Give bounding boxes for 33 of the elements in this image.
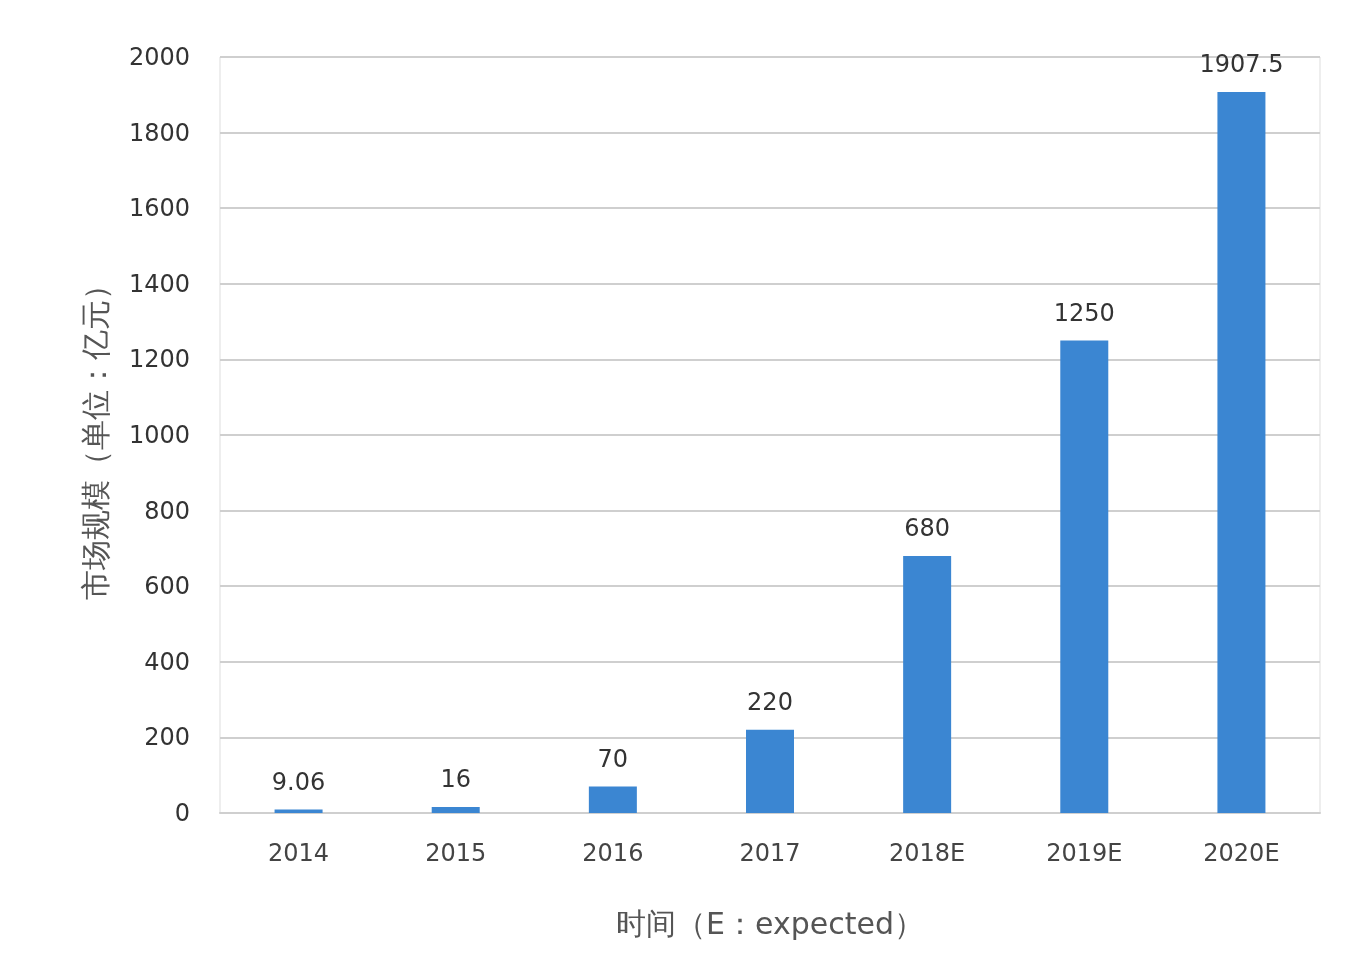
data-label: 220: [747, 687, 793, 716]
y-tick-label: 1400: [128, 269, 190, 298]
y-tick-label: 800: [144, 496, 190, 525]
y-tick-label: 200: [144, 723, 190, 752]
x-tick-label: 2017: [739, 839, 801, 867]
data-label: 70: [597, 744, 629, 773]
x-tick-label: 2019E: [1046, 839, 1123, 867]
bar: [1060, 340, 1109, 813]
x-tick-label: 2015: [425, 839, 487, 867]
y-tick-label: 1000: [128, 421, 190, 449]
x-tick-label: 2016: [582, 839, 644, 867]
y-axis-title: 市场规模（单位：亿元）: [77, 270, 113, 600]
y-tick-label: 0: [174, 799, 190, 827]
bar: [588, 786, 637, 813]
bar: [1217, 91, 1266, 813]
data-label: 1250: [1053, 298, 1115, 327]
data-label: 16: [440, 764, 471, 793]
bar: [431, 806, 480, 813]
data-label: 680: [904, 513, 951, 542]
bar: [746, 729, 794, 813]
y-tick-label: 2000: [128, 43, 190, 71]
x-tick-label: 2018E: [889, 839, 966, 867]
y-tick-label: 600: [144, 572, 190, 601]
y-tick-label: 1800: [128, 118, 190, 147]
x-tick-label: 2014: [268, 839, 330, 867]
data-label: 9.06: [271, 767, 326, 796]
data-label: 1907.5: [1199, 49, 1284, 78]
bar: [903, 555, 952, 813]
y-tick-label: 400: [144, 647, 190, 676]
y-tick-label: 1200: [128, 345, 190, 374]
y-tick-label: 1600: [128, 194, 190, 223]
x-tick-label: 2020E: [1203, 839, 1280, 867]
x-axis-title: 时间（E：expected）: [616, 905, 924, 941]
